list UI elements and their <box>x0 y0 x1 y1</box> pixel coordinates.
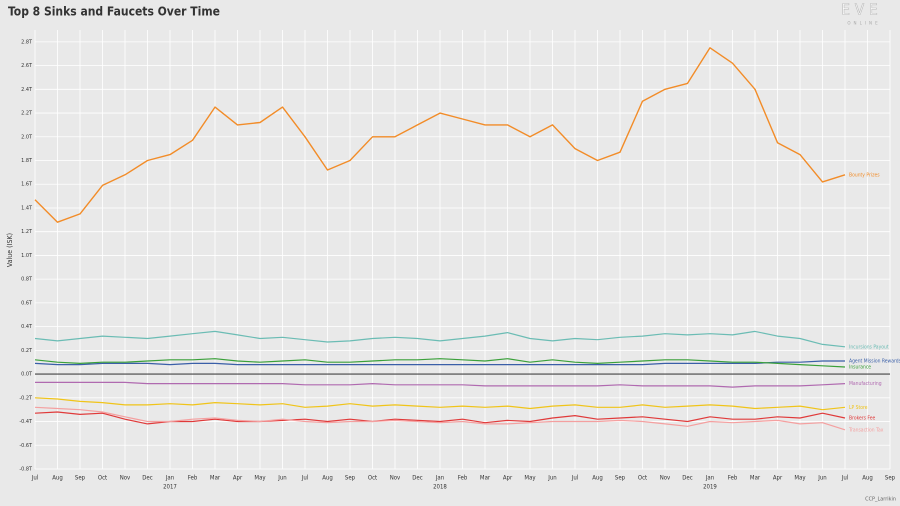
logo-sub: ONLINE <box>847 21 880 27</box>
year-label: 2018 <box>433 484 447 491</box>
x-tick-label: Apr <box>503 475 513 482</box>
x-tick-label: Jun <box>547 475 556 482</box>
x-tick-label: Mar <box>210 475 221 482</box>
series-label: Manufacturing <box>849 381 882 387</box>
y-tick-label: 1.8T <box>21 158 33 164</box>
x-tick-label: Oct <box>368 475 377 482</box>
x-tick-label: Aug <box>52 475 63 482</box>
chart-title: Top 8 Sinks and Faucets Over Time <box>8 5 220 19</box>
y-tick-label: 1.6T <box>21 182 33 188</box>
x-tick-label: Sep <box>75 475 86 482</box>
series-label: Bounty Prizes <box>849 172 880 178</box>
x-tick-label: Jan <box>165 475 174 482</box>
y-tick-label: -0.6T <box>19 443 33 449</box>
series-line <box>34 358 846 368</box>
x-tick-label: Oct <box>638 475 647 482</box>
year-label: 2017 <box>163 484 177 491</box>
series-label: Transaction Tax <box>848 427 884 433</box>
y-tick-label: 2.8T <box>21 39 33 45</box>
x-tick-label: Aug <box>592 475 603 482</box>
y-tick-label: 0.8T <box>21 277 33 283</box>
series-label: Incursions Payout <box>849 344 889 350</box>
x-tick-label: Dec <box>412 475 422 482</box>
x-tick-label: May <box>794 475 806 482</box>
y-tick-label: 0.4T <box>21 324 33 330</box>
credit: CCP_Larrikin <box>865 497 896 503</box>
x-tick-label: Nov <box>660 475 671 482</box>
y-tick-label: 1.4T <box>21 205 33 211</box>
x-tick-label: Sep <box>885 475 896 482</box>
x-tick-label: Dec <box>142 475 152 482</box>
series-line <box>34 397 846 411</box>
series-label: Insurance <box>849 364 871 370</box>
x-tick-label: Aug <box>322 475 333 482</box>
x-tick-label: Dec <box>682 475 692 482</box>
x-tick-label: Aug <box>862 475 873 482</box>
y-axis-label: Value (ISK) <box>6 233 14 267</box>
series-line <box>34 360 845 366</box>
x-tick-label: Jul <box>571 475 579 482</box>
x-tick-label: Nov <box>120 475 131 482</box>
year-label: 2019 <box>703 484 717 491</box>
x-tick-label: Nov <box>390 475 401 482</box>
y-tick-label: 1.0T <box>21 253 33 259</box>
series-label: Brokers Fee <box>849 415 875 421</box>
y-tick-label: 2.6T <box>21 63 33 69</box>
y-tick-label: 0.2T <box>21 348 33 354</box>
x-tick-label: Feb <box>188 475 198 482</box>
y-tick-label: -0.2T <box>19 395 33 401</box>
x-tick-label: Sep <box>345 475 356 482</box>
y-tick-label: 0.0T <box>21 372 33 378</box>
y-tick-label: 1.2T <box>21 229 33 235</box>
logo: EVE <box>841 1 882 19</box>
y-tick-label: 0.6T <box>21 300 33 306</box>
x-tick-label: Jul <box>841 475 849 482</box>
y-tick-label: 2.0T <box>21 134 33 140</box>
series-line <box>34 47 846 223</box>
x-tick-label: Mar <box>480 475 491 482</box>
x-tick-label: Jun <box>817 475 826 482</box>
x-tick-label: May <box>524 475 536 482</box>
x-tick-label: Jul <box>31 475 39 482</box>
x-tick-label: Oct <box>98 475 107 482</box>
y-tick-label: -0.4T <box>19 419 33 425</box>
x-tick-label: Apr <box>773 475 783 482</box>
x-tick-label: May <box>254 475 266 482</box>
x-tick-label: Sep <box>615 475 626 482</box>
y-tick-label: 2.4T <box>21 87 33 93</box>
x-tick-label: Jun <box>277 475 286 482</box>
x-tick-label: Jul <box>301 475 309 482</box>
x-tick-label: Feb <box>728 475 738 482</box>
x-tick-label: Jan <box>435 475 444 482</box>
y-tick-label: -0.8T <box>19 467 33 473</box>
series-line <box>34 330 846 348</box>
x-tick-label: Mar <box>750 475 761 482</box>
x-tick-label: Feb <box>458 475 468 482</box>
series-label: Agent Mission Rewards <box>849 359 900 365</box>
y-tick-label: 2.2T <box>21 111 33 117</box>
x-tick-label: Apr <box>233 475 243 482</box>
series-label: LP Store <box>849 405 868 411</box>
series-line <box>34 406 846 431</box>
series-line <box>35 381 846 388</box>
x-tick-label: Jan <box>705 475 714 482</box>
